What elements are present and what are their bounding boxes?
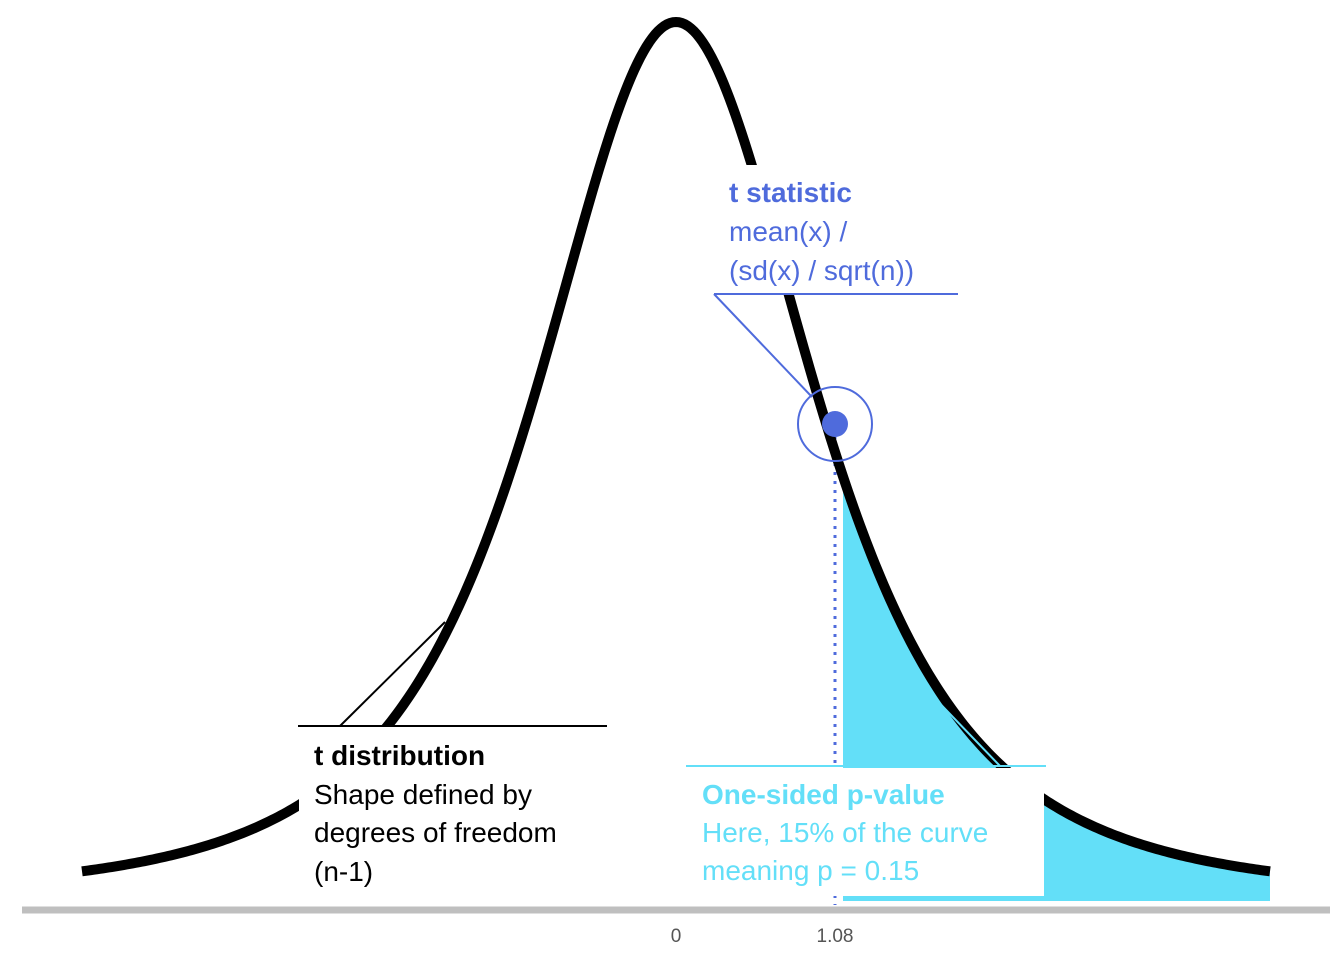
- p-value-desc-line2: meaning p = 0.15: [702, 855, 919, 886]
- t-statistic-highlight-ring: [797, 386, 873, 462]
- x-tick-label: 1.08: [817, 926, 854, 947]
- x-tick-label: 0: [671, 926, 682, 947]
- t-statistic-formula-line2: (sd(x) / sqrt(n)): [729, 255, 914, 286]
- t-distribution-desc-line3: (n-1): [314, 856, 373, 887]
- p-value-title: One-sided p-value: [702, 779, 945, 810]
- t-statistic-leader-line: [713, 293, 813, 398]
- t-distribution-desc-line1: Shape defined by: [314, 779, 532, 810]
- t-distribution-leader-line: [339, 621, 446, 727]
- p-value-label: One-sided p-value Here, 15% of the curve…: [687, 768, 1044, 896]
- t-statistic-title: t statistic: [729, 177, 852, 208]
- p-value-desc-line1: Here, 15% of the curve: [702, 817, 988, 848]
- t-statistic-point: [822, 411, 848, 437]
- x-axis-tick-labels: 0 1.08: [671, 926, 854, 947]
- p-value-leader-line: [924, 687, 1001, 767]
- t-distribution-title: t distribution: [314, 740, 485, 771]
- t-distribution-curve: [81, 16, 1271, 877]
- t-distribution-desc-line2: degrees of freedom: [314, 817, 557, 848]
- t-statistic-formula-line1: mean(x) /: [729, 216, 847, 247]
- t-distribution-label: t distribution Shape defined by degrees …: [299, 727, 605, 897]
- t-statistic-label: t statistic mean(x) / (sd(x) / sqrt(n)): [720, 165, 965, 293]
